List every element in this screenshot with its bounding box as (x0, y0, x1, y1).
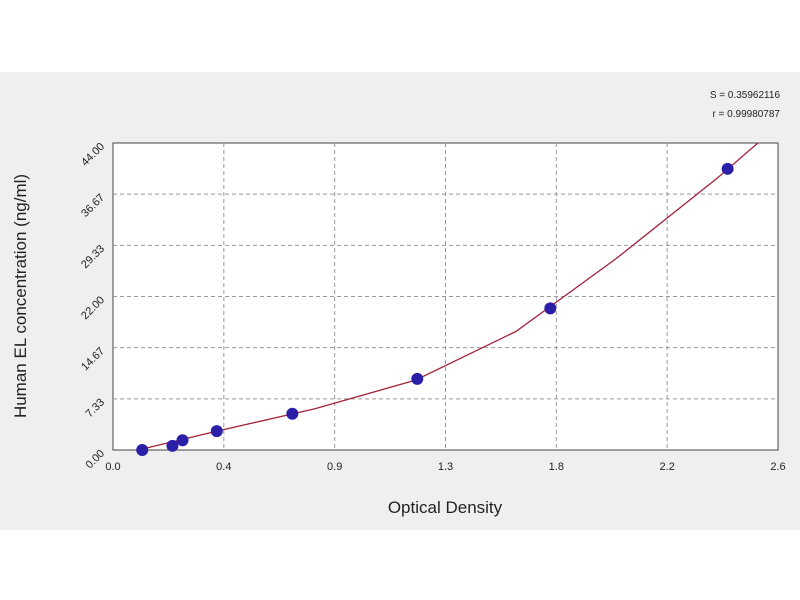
fit-curve (138, 143, 759, 450)
x-tick-label: 0.9 (327, 461, 342, 473)
data-point (136, 444, 149, 456)
x-tick-label: 0.0 (105, 461, 120, 473)
data-point (166, 439, 179, 452)
data-point (176, 434, 189, 447)
x-tick-label: 1.3 (438, 461, 453, 473)
x-tick-label: 0.4 (216, 461, 231, 473)
data-point (721, 162, 734, 175)
data-point (411, 372, 424, 385)
annotation: S = 0.35962116 (710, 90, 781, 101)
x-tick-label: 2.2 (660, 461, 675, 473)
x-tick-label: 1.8 (549, 461, 564, 473)
x-tick-label: 2.6 (770, 461, 785, 473)
data-point (286, 407, 299, 420)
x-axis-label: Optical Density (388, 498, 503, 517)
y-axis-label: Human EL concentration (ng/ml) (11, 174, 30, 418)
data-point (210, 425, 223, 438)
data-point (544, 302, 557, 315)
annotation: r = 0.99980787 (712, 109, 780, 120)
